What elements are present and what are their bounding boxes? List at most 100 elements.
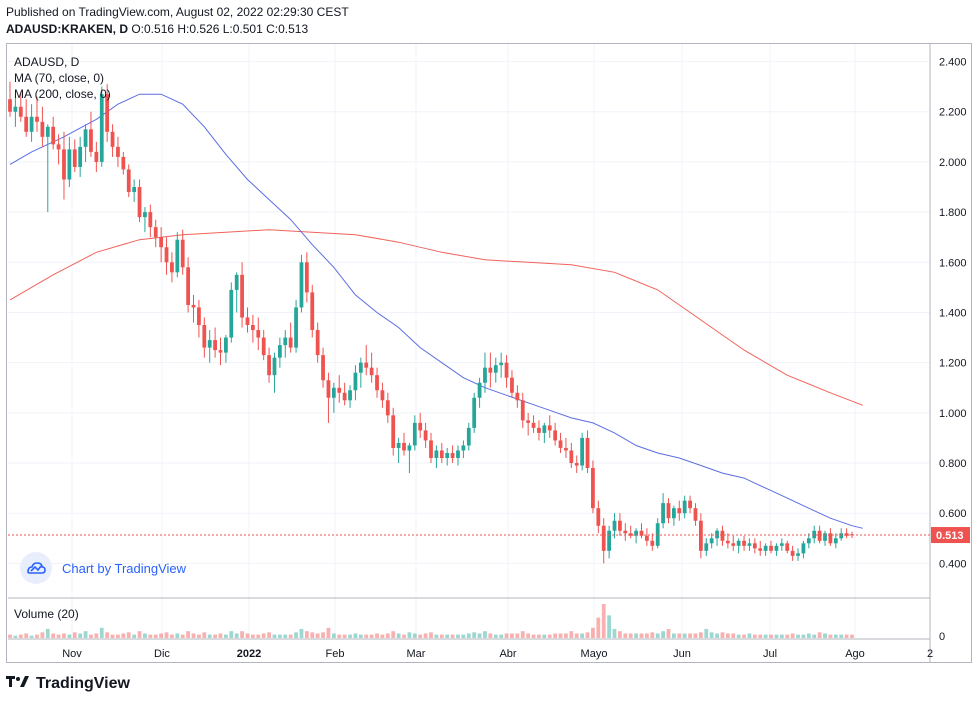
candle-body: [618, 520, 622, 531]
candle-body: [40, 121, 45, 137]
y-tick-label: 1.400: [939, 307, 967, 319]
volume-bar: [348, 634, 352, 638]
candle-down: [321, 347, 325, 388]
volume-bar: [817, 632, 822, 638]
y-tick-label: 2.400: [939, 57, 967, 69]
candle-body: [547, 425, 552, 431]
candle-body: [294, 307, 298, 348]
volume-bar: [175, 633, 180, 638]
candle-down: [645, 528, 649, 546]
x-tick-label: Mar: [407, 648, 426, 660]
candle-down: [731, 535, 736, 551]
candle-body: [580, 437, 585, 466]
candle-body: [709, 538, 714, 544]
volume-bar: [596, 617, 601, 638]
candle-body: [515, 392, 520, 401]
candle-down: [520, 392, 525, 428]
volume-bar: [758, 634, 763, 638]
tradingview-cloud-icon: [20, 552, 52, 584]
volume-bar: [299, 628, 304, 638]
x-tick-label: Jul: [763, 648, 777, 660]
candle-body: [348, 390, 352, 401]
candle-down: [790, 545, 795, 561]
chart-frame: [6, 43, 972, 663]
candle-body: [790, 550, 795, 556]
volume-bar: [477, 633, 482, 638]
candle-up: [774, 543, 779, 556]
volume-bar: [407, 632, 412, 638]
candle-body: [342, 392, 347, 401]
candle-body: [591, 468, 595, 509]
footer-brand[interactable]: TradingView: [6, 674, 130, 693]
volume-bar: [510, 633, 514, 638]
candle-body: [493, 365, 498, 373]
candle-body: [148, 212, 153, 228]
volume-bar: [542, 634, 547, 638]
candle-body: [331, 387, 336, 398]
candle-body: [132, 187, 137, 193]
candle-body: [558, 440, 563, 448]
volume-bar: [267, 632, 271, 638]
candle-body: [250, 325, 255, 331]
candle-body: [704, 543, 709, 551]
volume-bar: [677, 633, 682, 638]
candle-body: [693, 508, 698, 521]
candle-up: [224, 335, 228, 363]
candle-body: [812, 530, 817, 539]
volume-bar: [639, 633, 644, 638]
candle-body: [477, 382, 482, 398]
candle-body: [769, 545, 773, 551]
candle-up: [661, 493, 665, 529]
candle-body: [99, 94, 104, 162]
candle-body: [94, 151, 99, 162]
candle-body: [612, 520, 617, 531]
volume-bar: [709, 632, 714, 638]
legend-volume: Volume (20): [14, 607, 79, 621]
candle-up: [234, 272, 239, 313]
volume-bar: [24, 633, 29, 638]
volume-bar: [170, 634, 174, 638]
candle-body: [585, 437, 590, 469]
candle-down: [698, 513, 703, 559]
candle-body: [801, 543, 806, 554]
volume-bar: [412, 633, 417, 638]
candle-down: [693, 503, 698, 526]
candle-down: [504, 355, 509, 388]
volume-tick-label: 0: [939, 631, 945, 643]
chart-watermark[interactable]: Chart by TradingView: [20, 552, 186, 584]
candle-down: [844, 528, 849, 539]
volume-bar: [99, 627, 104, 638]
volume-bar: [731, 633, 736, 638]
candle-body: [164, 247, 169, 263]
volume-bar: [159, 633, 164, 638]
candle-body: [24, 116, 29, 132]
candle-body: [688, 500, 692, 509]
candle-up: [434, 445, 439, 469]
symbol-label: ADAUSD:KRAKEN, D: [6, 22, 128, 36]
candle-down: [688, 495, 692, 514]
volume-bar: [218, 633, 223, 638]
candle-down: [385, 392, 390, 423]
volume-bar: [202, 632, 207, 638]
candle-up: [812, 525, 817, 544]
candle-body: [715, 530, 719, 539]
candle-down: [121, 151, 126, 175]
candle-down: [488, 352, 493, 388]
candle-down: [116, 136, 120, 167]
candle-down: [418, 412, 423, 438]
candle-up: [445, 447, 450, 466]
volume-bar: [796, 634, 800, 638]
volume-bar: [661, 631, 665, 638]
candle-down: [51, 116, 56, 150]
candle-body: [229, 289, 234, 338]
volume-bar: [704, 628, 709, 638]
candle-down: [510, 370, 514, 398]
candle-down: [89, 111, 93, 157]
candle-down: [639, 523, 644, 539]
volume-bar: [833, 634, 838, 638]
volume-bar: [801, 634, 806, 638]
candle-up: [331, 382, 336, 413]
volume-bar: [213, 634, 217, 638]
candle-down: [601, 518, 606, 564]
candle-body: [628, 533, 633, 536]
